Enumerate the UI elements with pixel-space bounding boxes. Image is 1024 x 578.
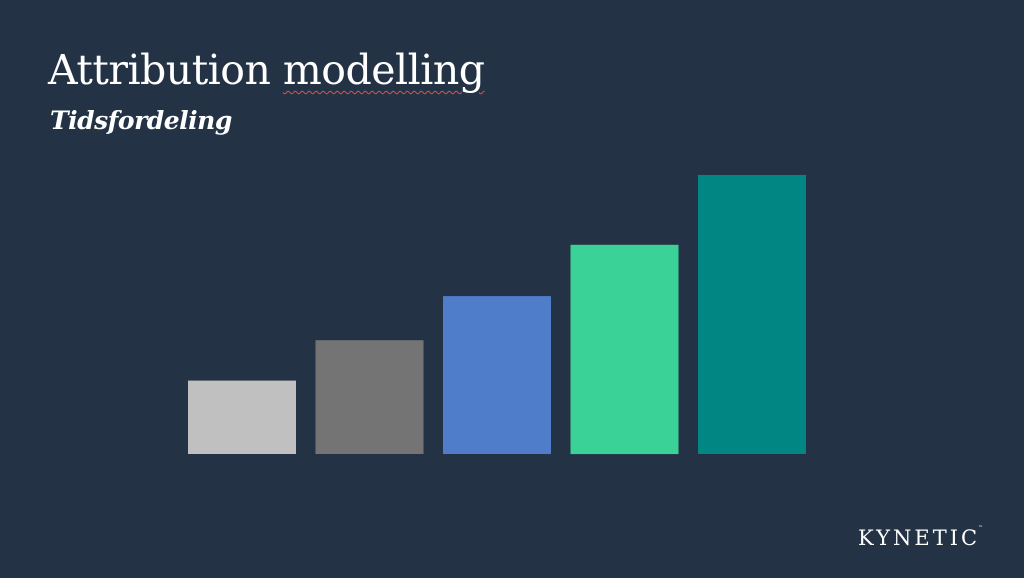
title-word-attribution: Attribution xyxy=(48,46,283,94)
bar-5 xyxy=(698,175,806,454)
bar-2 xyxy=(315,340,424,454)
bar-3 xyxy=(443,296,551,454)
kynetic-logo: KYNETIC™ xyxy=(858,525,985,550)
slide-subtitle: Tidsfordeling xyxy=(50,106,232,135)
slide-title: Attribution modelling xyxy=(48,50,485,91)
bar-1 xyxy=(188,380,296,454)
bar-4 xyxy=(570,244,679,455)
logo-text: KYNETIC xyxy=(858,526,981,550)
title-word-modelling: modelling xyxy=(282,46,485,94)
trademark-symbol: ™ xyxy=(978,525,984,531)
